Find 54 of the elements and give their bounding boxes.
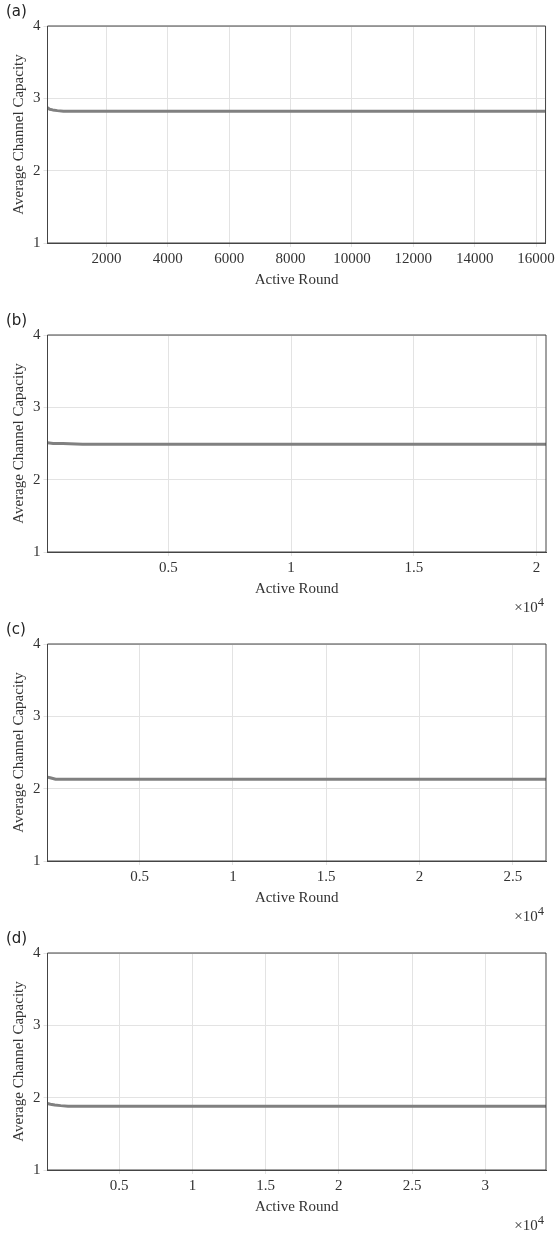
y-tick-label: 4 — [33, 634, 41, 651]
y-tick-label: 3 — [33, 1016, 41, 1033]
y-axis-title: Average Channel Capacity — [9, 980, 26, 1142]
y-axis-title: Average Channel Capacity — [9, 671, 26, 833]
text: ×10$^{4}$ — [514, 1213, 544, 1234]
chart-title: (c) — [6, 620, 26, 638]
x-tick-label: 6000 — [214, 249, 245, 266]
x-tick-label: 12000 — [394, 249, 433, 266]
y-tick-label: 4 — [33, 16, 41, 33]
y-tick-label: 3 — [33, 707, 41, 724]
x-axis-title: Active Round — [254, 270, 339, 287]
x-axis-title: Active Round — [254, 888, 340, 905]
x-tick-label: 1.5 — [316, 867, 336, 884]
x-axis-title: Active Round — [254, 1197, 340, 1214]
y-tick-label: 1 — [33, 233, 41, 250]
x-tick-label: 0.5 — [130, 867, 150, 884]
x-tick-label: 1 — [188, 1176, 197, 1193]
y-tick-label: 2 — [33, 161, 41, 178]
x-tick-label: 1 — [229, 867, 237, 884]
chart-title: (d) — [6, 929, 28, 947]
x-tick-label: 2.5 — [402, 1176, 422, 1193]
y-tick-label: 1 — [33, 1160, 41, 1177]
y-tick-label: 2 — [33, 1088, 41, 1105]
y-tick-label: 1 — [33, 851, 41, 868]
chart-title: (a) — [6, 2, 27, 20]
x-tick-label: 2000 — [91, 249, 122, 266]
x-tick-label: 0.5 — [109, 1176, 129, 1193]
x-tick-label: 2 — [532, 558, 541, 575]
x-tick-label: 2 — [335, 1176, 343, 1193]
y-axis-title: Average Channel Capacity — [9, 362, 26, 524]
x-tick-label: 0.5 — [159, 558, 178, 575]
x-tick-label: 8000 — [275, 249, 306, 266]
x-tick-label: 10000 — [333, 249, 371, 266]
x-tick-label: 2.5 — [503, 867, 523, 884]
y-axis-title: Average Channel Capacity — [9, 53, 26, 215]
y-tick-label: 3 — [33, 89, 41, 106]
x-tick-label: 3 — [481, 1176, 489, 1193]
y-tick-label: 3 — [33, 398, 41, 415]
x-tick-label: 4000 — [152, 249, 183, 266]
x-tick-label: 14000 — [455, 249, 494, 266]
y-tick-label: 2 — [33, 779, 41, 796]
y-tick-label: 4 — [33, 325, 41, 342]
text: ×10$^{4}$ — [514, 904, 544, 925]
x-axis-title: Active Round — [254, 579, 340, 596]
chart-title: (b) — [6, 311, 28, 329]
x-tick-label: 1.5 — [256, 1176, 276, 1193]
y-tick-label: 2 — [33, 470, 41, 487]
x-tick-label: 1.5 — [404, 558, 424, 575]
x-tick-label: 16000 — [517, 249, 555, 266]
y-tick-label: 1 — [33, 542, 41, 559]
x-tick-label: 1 — [287, 558, 295, 575]
y-tick-label: 4 — [33, 943, 41, 960]
text: ×10$^{4}$ — [514, 595, 544, 616]
x-tick-label: 2 — [415, 867, 424, 884]
